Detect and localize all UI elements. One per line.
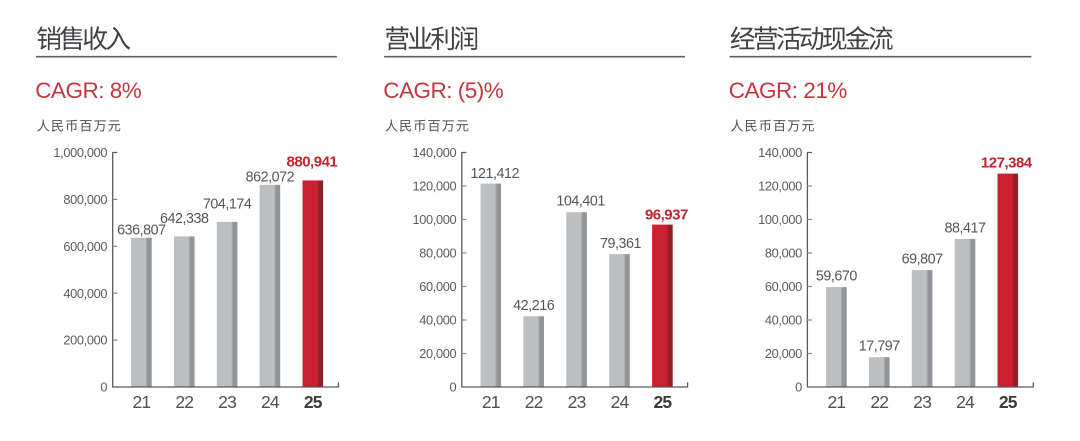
svg-text:22: 22 [175,392,193,412]
svg-text:24: 24 [956,392,975,412]
svg-text:100,000: 100,000 [412,212,456,227]
svg-text:704,174: 704,174 [203,196,252,212]
svg-text:25: 25 [304,392,323,412]
svg-text:121,412: 121,412 [471,166,520,182]
svg-text:120,000: 120,000 [758,179,802,194]
svg-text:42,216: 42,216 [513,298,555,314]
svg-text:80,000: 80,000 [765,246,802,261]
svg-text:636,807: 636,807 [117,222,166,238]
svg-text:96,937: 96,937 [645,207,688,224]
svg-text:0: 0 [450,380,457,395]
svg-text:21: 21 [132,392,150,412]
svg-text:80,000: 80,000 [419,246,456,261]
svg-text:25: 25 [999,392,1018,412]
svg-text:600,000: 600,000 [63,239,107,254]
svg-text:23: 23 [218,392,236,412]
svg-text:40,000: 40,000 [765,313,802,328]
svg-text:21: 21 [482,392,500,412]
svg-text:880,941: 880,941 [287,153,338,170]
svg-text:60,000: 60,000 [419,279,456,294]
svg-text:127,384: 127,384 [981,155,1033,172]
svg-text:1,000,000: 1,000,000 [53,145,107,160]
svg-text:0: 0 [795,380,802,395]
svg-text:CAGR: (5)%: CAGR: (5)% [383,78,504,103]
svg-text:140,000: 140,000 [412,145,456,160]
svg-text:59,670: 59,670 [816,269,858,285]
svg-text:21: 21 [827,392,845,412]
svg-text:23: 23 [568,392,586,412]
svg-text:104,401: 104,401 [556,193,605,209]
svg-text:60,000: 60,000 [765,279,802,294]
svg-text:20,000: 20,000 [419,346,456,361]
svg-text:642,338: 642,338 [160,211,209,227]
svg-text:22: 22 [870,392,888,412]
svg-text:800,000: 800,000 [63,192,107,207]
svg-text:140,000: 140,000 [758,145,802,160]
svg-text:79,361: 79,361 [600,236,642,252]
svg-text:25: 25 [653,392,672,412]
svg-text:88,417: 88,417 [944,220,986,236]
svg-text:23: 23 [913,392,931,412]
svg-text:100,000: 100,000 [758,212,802,227]
svg-text:400,000: 400,000 [63,286,107,301]
svg-text:862,072: 862,072 [246,169,295,185]
svg-text:CAGR: 21%: CAGR: 21% [729,78,848,103]
svg-text:200,000: 200,000 [63,333,107,348]
svg-text:22: 22 [525,392,543,412]
svg-text:CAGR: 8%: CAGR: 8% [35,78,142,103]
svg-text:40,000: 40,000 [419,313,456,328]
svg-text:17,797: 17,797 [859,339,901,355]
svg-text:0: 0 [100,380,107,395]
svg-text:20,000: 20,000 [765,346,802,361]
svg-text:24: 24 [611,392,630,412]
svg-text:120,000: 120,000 [412,179,456,194]
svg-text:69,807: 69,807 [902,252,944,268]
svg-text:24: 24 [261,392,280,412]
